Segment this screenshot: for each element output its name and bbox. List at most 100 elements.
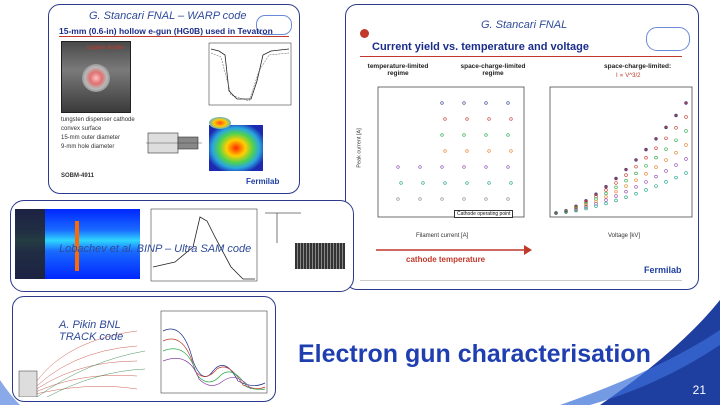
ultra-sam-lineplot [150, 208, 258, 282]
scatter-marker [487, 181, 491, 185]
scatter-marker [594, 204, 598, 208]
scatter-marker [554, 211, 558, 215]
scatter-marker [674, 126, 678, 130]
scatter-marker [594, 197, 598, 201]
yaxis-label: Peak current [A] [356, 128, 363, 168]
scatter-marker [564, 210, 568, 214]
cathode-temperature-arrow [376, 245, 532, 255]
scatter-marker [654, 184, 658, 188]
scatter-marker [654, 165, 658, 169]
field-lines-drawing [18, 330, 146, 397]
heading-underline [59, 36, 289, 37]
scatter-marker [644, 180, 648, 184]
beam-profile-image [295, 243, 345, 269]
scatter-marker [614, 194, 618, 198]
scatter-marker [624, 178, 628, 183]
scatter-marker [654, 174, 658, 179]
scatter-marker [614, 189, 618, 194]
panel-warp-code: G. Stancari FNAL – WARP code 15-mm (0.6-… [48, 4, 300, 194]
cathode-label: tungsten dispenser cathode [61, 117, 135, 123]
scatter-marker [509, 117, 513, 121]
right-xaxis-label: Voltage [kV] [608, 233, 641, 239]
fermilab-logo-small [646, 27, 690, 51]
scatter-marker [664, 180, 668, 184]
bullet-outer-diameter: 15-mm outer diameter [61, 135, 121, 141]
scatter-marker [604, 195, 608, 199]
scatter-marker [509, 149, 513, 153]
scatter-marker [614, 198, 618, 203]
scatter-marker [604, 198, 608, 202]
scatter-marker [418, 197, 422, 201]
scatter-marker [664, 169, 668, 173]
heading-underline [360, 56, 682, 57]
cathode-temperature-label: cathode temperature [406, 255, 486, 264]
footer-line [360, 280, 682, 281]
scatter-marker [462, 165, 466, 169]
scatter-marker [664, 125, 668, 130]
scatter-marker [506, 197, 510, 201]
scatter-marker [664, 158, 668, 162]
panel-caption: Lobachev et al. BINP – Ultra SAM code [59, 243, 252, 255]
label-temperature-limited: temperature-limited regime [367, 63, 429, 77]
scatter-marker [462, 197, 466, 201]
scatter-marker [634, 171, 638, 176]
scatter-marker [443, 117, 447, 121]
scatter-marker [674, 175, 678, 180]
scatter-marker [506, 101, 510, 105]
panel-current-yield: G. Stancari FNAL Current yield vs. tempe… [345, 4, 699, 290]
track-lineplot [160, 310, 268, 394]
code-label: SOBM-4911 [61, 173, 95, 179]
scatter-marker [624, 189, 628, 194]
scatter-marker [440, 197, 444, 201]
scatter-marker [644, 164, 648, 168]
scatter-marker [684, 143, 688, 147]
scatter-marker [594, 192, 598, 196]
scatter-marker [584, 200, 588, 205]
current-density-colormap [209, 125, 263, 171]
label-formula: I ∝ V^3/2 [616, 73, 641, 79]
scatter-marker [594, 194, 598, 199]
scatter-marker [604, 201, 608, 206]
scatter-marker [654, 146, 658, 150]
label-space-charge-limited: space-charge-limited: [604, 63, 672, 70]
panel-caption: A. Pikin BNL TRACK code [59, 319, 124, 343]
surface-plot [209, 117, 231, 129]
scatter-marker [484, 197, 488, 201]
scatter-marker [624, 173, 628, 177]
scatter-marker [462, 133, 466, 137]
scatter-marker [465, 181, 469, 185]
field-simulation-image [15, 209, 140, 279]
scatter-marker [624, 167, 628, 172]
scatter-marker [634, 185, 638, 189]
scatter-marker [484, 133, 488, 137]
panel-track-code: A. Pikin BNL TRACK code [12, 296, 276, 402]
scatter-marker [421, 181, 425, 185]
scatter-marker [614, 176, 618, 181]
scatter-marker [664, 147, 668, 151]
electron-gun-photo [61, 41, 131, 113]
scatter-marker [644, 156, 648, 160]
scatter-marker [509, 181, 513, 185]
page-number: 21 [692, 383, 706, 397]
scatter-marker [462, 101, 466, 105]
scatter-marker [654, 155, 658, 160]
label-space-charge-regime: space-charge-limited regime [460, 63, 526, 77]
scatter-marker [465, 117, 469, 121]
cathode-sketch [265, 212, 301, 243]
scatter-marker [396, 197, 400, 201]
fermilab-footer-logo: Fermilab [246, 177, 280, 186]
filament-current-plot [377, 86, 525, 218]
fermilab-logo-small [256, 15, 292, 35]
scatter-marker [584, 203, 588, 208]
scatter-marker [614, 185, 618, 189]
scatter-marker [604, 188, 608, 192]
current-profile-plot [208, 42, 292, 106]
photo-label-copper-anode: copper anode [87, 45, 124, 51]
scatter-marker [584, 205, 588, 209]
scatter-marker [484, 165, 488, 169]
scatter-marker [443, 181, 447, 185]
scatter-marker [584, 202, 588, 206]
scatter-marker [614, 181, 618, 185]
scatter-marker [574, 208, 578, 213]
panel-ultra-sam: Lobachev et al. BINP – Ultra SAM code [10, 200, 354, 292]
